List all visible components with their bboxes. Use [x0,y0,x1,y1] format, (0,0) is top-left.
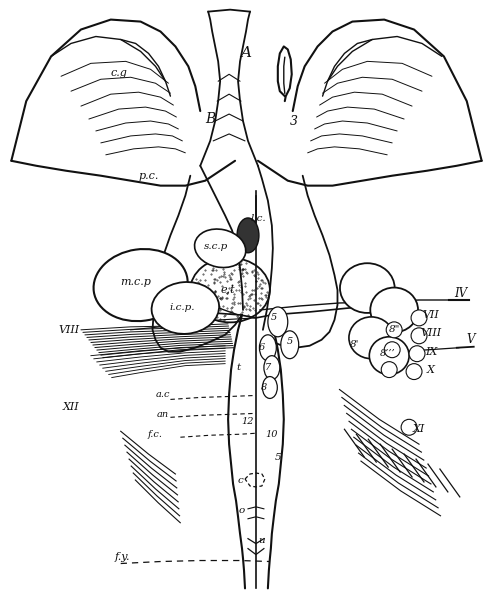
Text: u: u [259,536,265,545]
Text: c.g: c.g [110,68,127,78]
Text: B: B [205,112,215,126]
Text: 8': 8' [350,340,359,349]
Circle shape [406,364,422,380]
Text: 7: 7 [265,363,271,372]
Text: VIII: VIII [421,328,442,338]
Circle shape [411,310,427,326]
Text: f.y.: f.y. [115,551,131,562]
Text: a.c: a.c [155,390,170,399]
Text: 8": 8" [388,325,400,334]
Text: IX: IX [425,347,437,357]
Ellipse shape [151,282,219,334]
Ellipse shape [281,331,299,359]
Text: IV: IV [454,287,467,299]
Text: l.c.: l.c. [250,214,266,223]
Text: t: t [236,363,240,372]
Text: VIII: VIII [59,325,79,335]
Text: 10: 10 [266,430,278,439]
Text: 6: 6 [259,343,265,352]
Text: XII: XII [63,403,79,412]
Text: 8’’’: 8’’’ [380,349,395,358]
Text: 5: 5 [271,313,277,322]
Text: s.c.p: s.c.p [204,242,228,251]
Text: 5: 5 [275,452,281,461]
Ellipse shape [262,377,278,398]
Ellipse shape [369,337,409,374]
Circle shape [401,419,417,435]
Ellipse shape [349,317,394,359]
Text: an: an [156,410,169,419]
Circle shape [384,342,400,358]
Text: o: o [239,506,245,515]
Text: c: c [237,476,243,485]
Text: e.t: e.t [221,285,236,295]
Text: A: A [241,46,251,61]
Text: m.c.p: m.c.p [120,277,151,287]
Circle shape [386,322,402,338]
Text: VII: VII [423,310,439,320]
Text: V: V [466,333,475,346]
Ellipse shape [268,307,288,337]
Circle shape [381,362,397,377]
Text: X: X [427,365,435,374]
Text: 12: 12 [242,417,254,426]
Text: 8: 8 [261,383,267,392]
Text: f.c.: f.c. [148,430,163,439]
Text: p.c.: p.c. [139,171,159,181]
Ellipse shape [94,249,188,321]
Ellipse shape [370,287,418,332]
Circle shape [411,328,427,344]
Text: i.c.p.: i.c.p. [170,304,195,313]
Text: 3: 3 [290,115,298,128]
Circle shape [409,346,425,362]
Ellipse shape [264,356,280,380]
Text: XI: XI [413,424,425,434]
Text: 5: 5 [286,337,293,346]
Ellipse shape [195,229,246,268]
Ellipse shape [237,218,259,253]
Ellipse shape [340,263,395,313]
Ellipse shape [259,335,277,361]
